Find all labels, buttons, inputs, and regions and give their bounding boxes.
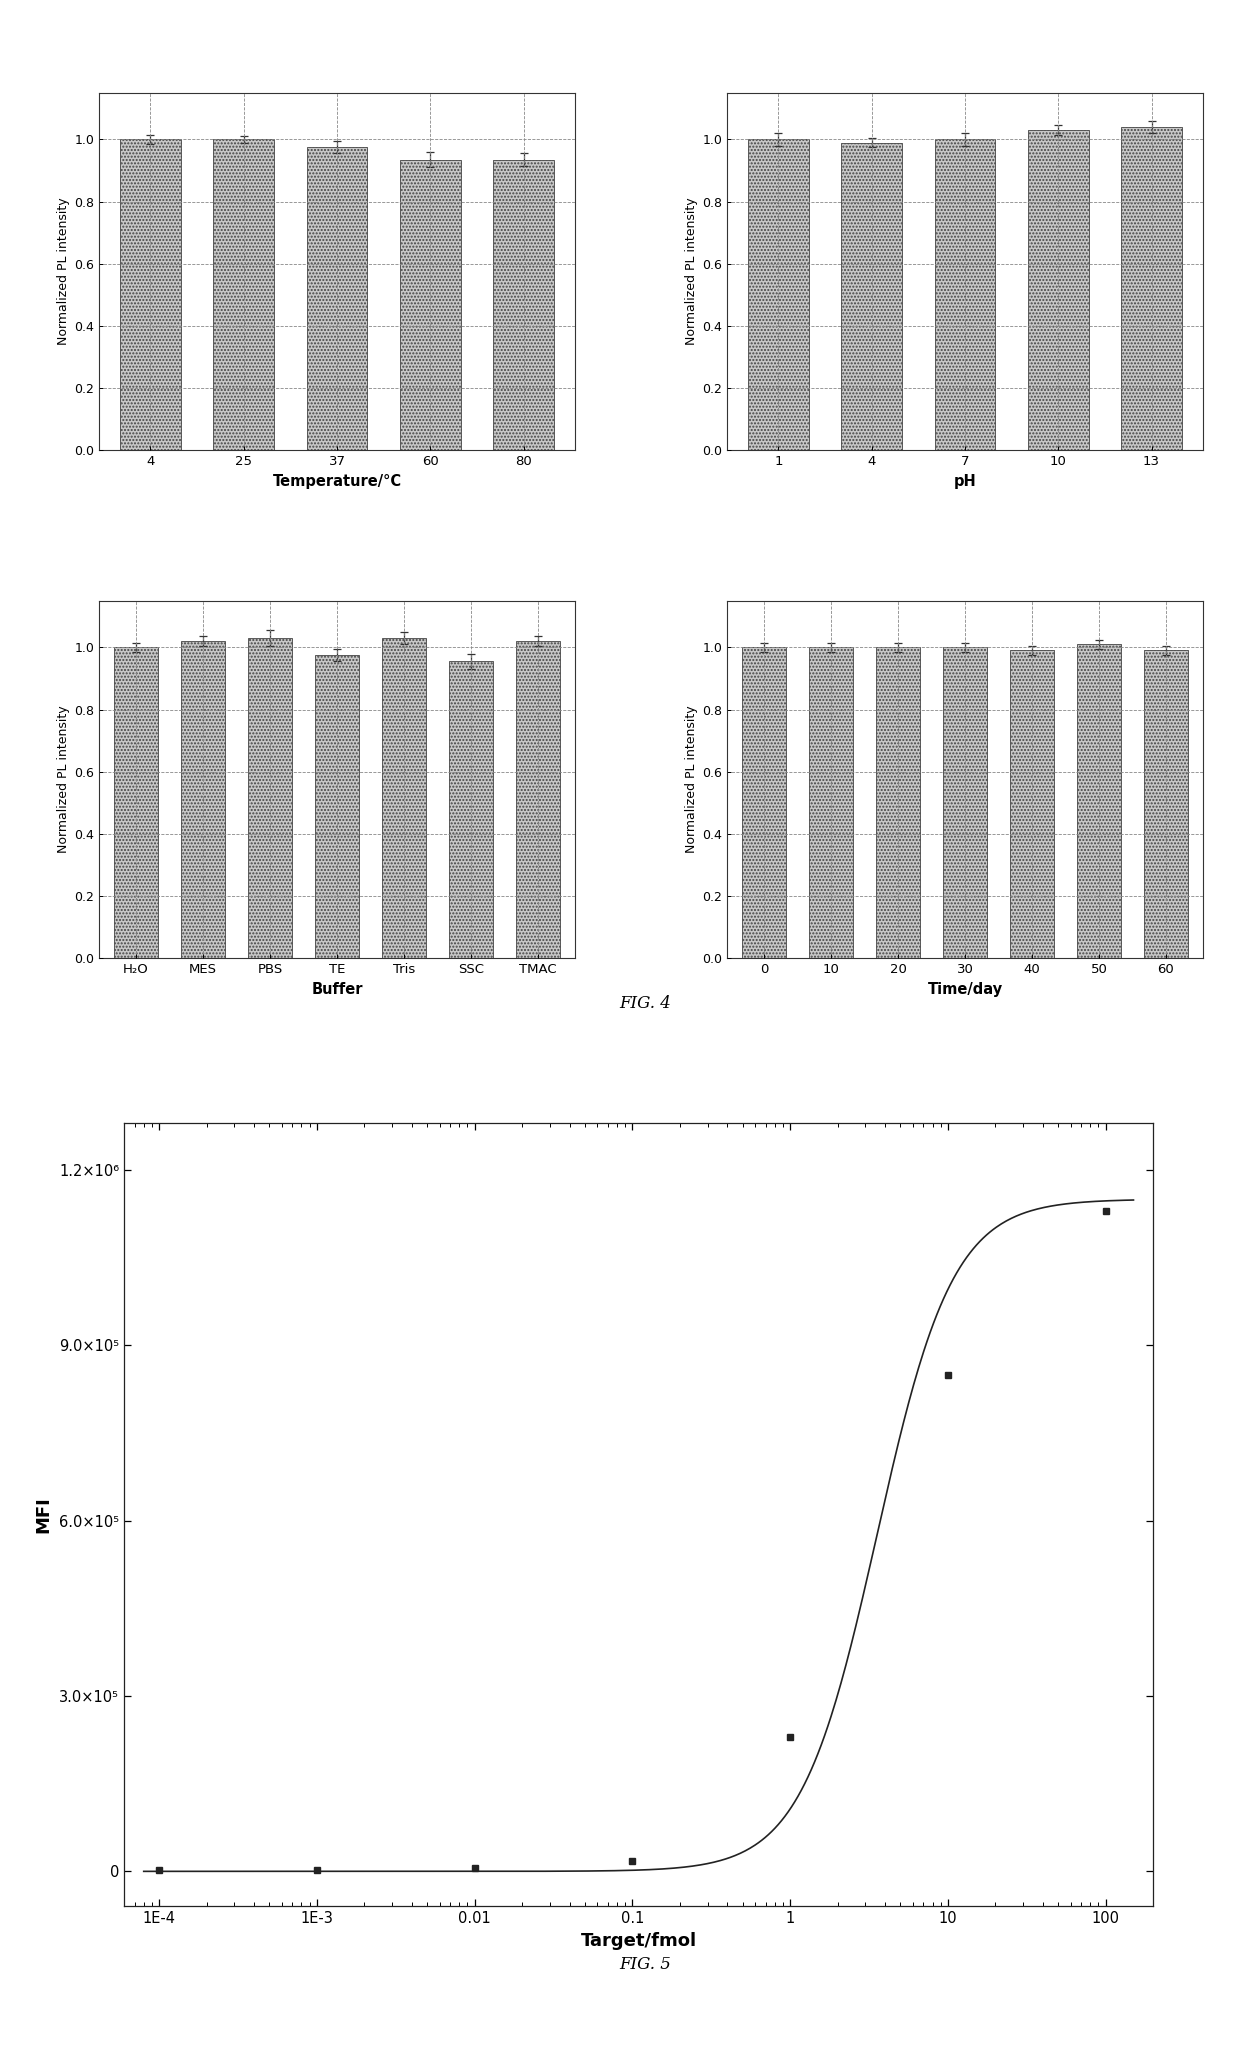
Bar: [743, 647, 786, 958]
X-axis label: pH: pH: [954, 474, 976, 488]
Bar: [935, 140, 996, 451]
Bar: [248, 639, 291, 958]
Y-axis label: Normalized PL intensity: Normalized PL intensity: [684, 198, 698, 346]
Bar: [401, 159, 460, 451]
X-axis label: Target/fmol: Target/fmol: [580, 1931, 697, 1950]
Y-axis label: Normalized PL intensity: Normalized PL intensity: [684, 705, 698, 853]
Y-axis label: Normalized PL intensity: Normalized PL intensity: [57, 198, 71, 346]
Y-axis label: MFI: MFI: [33, 1496, 52, 1533]
Bar: [842, 142, 901, 451]
Bar: [306, 146, 367, 451]
Bar: [1078, 645, 1121, 958]
Bar: [120, 140, 181, 451]
Bar: [944, 647, 987, 958]
Bar: [1011, 651, 1054, 958]
Bar: [1145, 651, 1188, 958]
Bar: [181, 641, 224, 958]
Y-axis label: Normalized PL intensity: Normalized PL intensity: [57, 705, 71, 853]
Bar: [449, 662, 492, 958]
Text: FIG. 4: FIG. 4: [619, 995, 671, 1012]
X-axis label: Buffer: Buffer: [311, 981, 363, 998]
Bar: [315, 655, 358, 958]
Bar: [494, 159, 554, 451]
X-axis label: Temperature/°C: Temperature/°C: [273, 474, 402, 488]
Text: FIG. 5: FIG. 5: [619, 1956, 671, 1972]
Bar: [748, 140, 808, 451]
Bar: [1028, 130, 1089, 451]
Bar: [1121, 128, 1182, 451]
X-axis label: Time/day: Time/day: [928, 981, 1002, 998]
Bar: [877, 647, 920, 958]
Bar: [810, 647, 853, 958]
Bar: [213, 140, 274, 451]
Bar: [382, 639, 425, 958]
Bar: [516, 641, 559, 958]
Bar: [114, 647, 157, 958]
